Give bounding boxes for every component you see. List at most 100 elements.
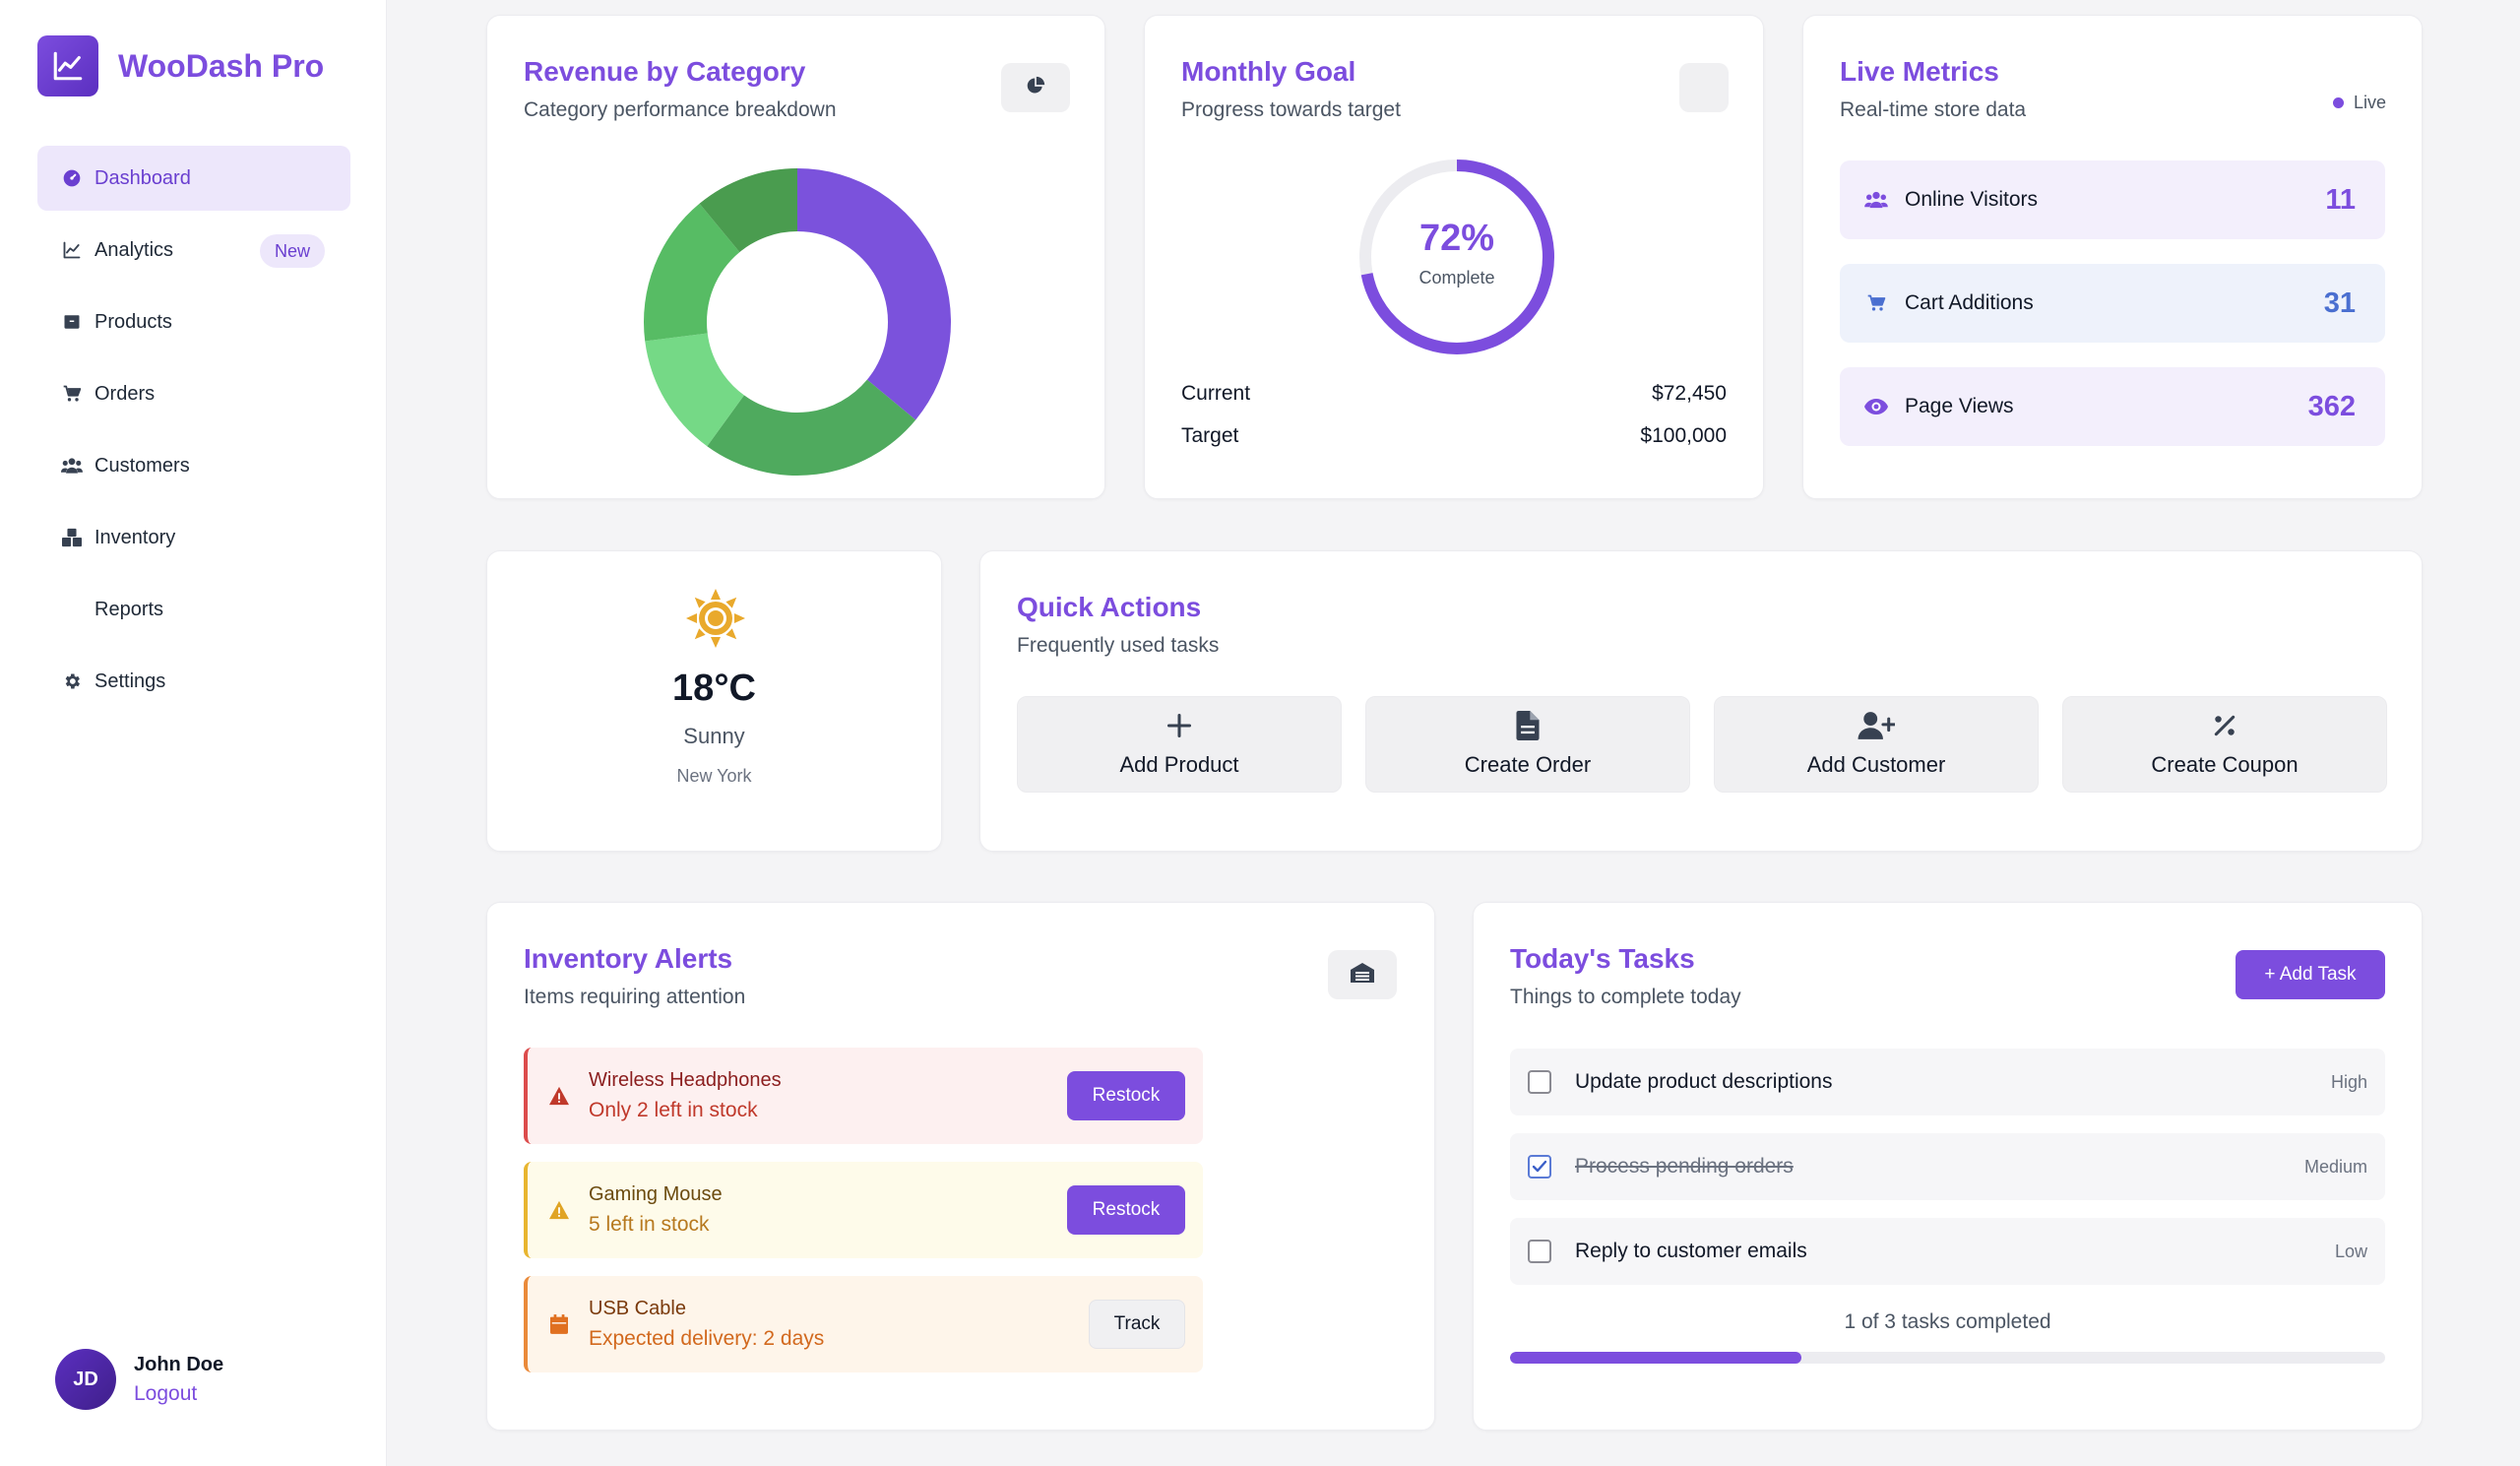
eye-icon [1863,398,1889,415]
donut-slice-1[interactable] [797,168,951,420]
create-coupon-button[interactable]: Create Coupon [2062,696,2387,793]
gauge-icon [61,167,83,189]
revenue-donut-chart [644,168,951,476]
inventory-options-button[interactable] [1328,950,1397,999]
restock-button[interactable]: Restock [1067,1071,1185,1120]
sidebar-item-analytics[interactable]: Analytics New [37,218,350,283]
new-badge: New [259,234,325,268]
chart-options-button[interactable] [1001,63,1070,112]
card-title: Quick Actions [1017,592,1202,622]
add-task-button[interactable]: + Add Task [2236,950,2385,999]
revenue-card: Revenue by Category Category performance… [486,15,1105,499]
warehouse-icon [1351,962,1374,988]
cart-icon [1863,293,1889,313]
gear-icon [61,670,83,692]
chart-line-icon [37,35,98,96]
sidebar: WooDash Pro Dashboard Analytics New Prod… [0,0,387,1466]
user-plus-icon [1715,709,2038,742]
alert-wireless-headphones: Wireless Headphones Only 2 left in stock… [524,1048,1203,1144]
card-subtitle: Progress towards target [1181,98,1401,121]
restock-button[interactable]: Restock [1067,1185,1185,1235]
add-product-button[interactable]: Add Product [1017,696,1342,793]
goal-current-value: $72,450 [1652,382,1727,405]
metric-cart-additions[interactable]: Cart Additions 31 [1840,264,2385,343]
task-priority: High [2330,1071,2367,1092]
goal-options-button[interactable] [1679,63,1729,112]
task-label: Process pending orders [1575,1155,1794,1178]
weather-location: New York [676,766,752,786]
donut-slice-3[interactable] [645,333,744,447]
sidebar-item-dashboard[interactable]: Dashboard [37,146,350,211]
sidebar-item-inventory[interactable]: Inventory [37,505,350,570]
task-checkbox[interactable] [1528,1240,1551,1263]
card-title: Inventory Alerts [524,943,733,974]
donut-slice-2[interactable] [707,379,916,476]
brand[interactable]: WooDash Pro [37,35,324,96]
track-button[interactable]: Track [1089,1300,1185,1349]
card-title: Monthly Goal [1181,56,1356,87]
logout-link[interactable]: Logout [134,1381,198,1405]
todays-tasks-card: Today's Tasks Things to complete today +… [1473,902,2423,1431]
tasks-summary: 1 of 3 tasks completed [1844,1310,2051,1333]
warning-icon [547,1198,571,1222]
tasks-progress-bar [1510,1352,2385,1364]
sidebar-item-settings[interactable]: Settings [37,649,350,714]
donut-slice-5[interactable] [699,168,797,253]
percent-icon [2063,709,2386,742]
card-subtitle: Frequently used tasks [1017,634,1220,657]
metric-page-views[interactable]: Page Views 362 [1840,367,2385,446]
task-item[interactable]: Process pending orders Medium [1510,1133,2385,1200]
sidebar-item-label: Dashboard [94,166,191,189]
metric-label: Online Visitors [1905,188,2039,211]
goal-target-row: Target $100,000 [1181,424,1727,448]
card-subtitle: Items requiring attention [524,986,746,1008]
create-order-button[interactable]: Create Order [1365,696,1690,793]
alert-item-name: USB Cable [589,1298,686,1319]
sidebar-item-reports[interactable]: Reports [37,577,350,642]
check-icon [1532,1160,1547,1173]
goal-percent: 72% [1418,218,1495,259]
task-item[interactable]: Reply to customer emails Low [1510,1218,2385,1285]
task-checkbox[interactable] [1528,1070,1551,1094]
task-item[interactable]: Update product descriptions High [1510,1049,2385,1115]
live-dot-icon [2332,97,2344,108]
metric-label: Page Views [1905,395,2014,417]
alert-item-name: Gaming Mouse [589,1183,723,1205]
alert-usb-cable: USB Cable Expected delivery: 2 days Trac… [524,1276,1203,1372]
metric-label: Cart Additions [1905,291,2034,314]
task-checkbox[interactable] [1528,1155,1551,1179]
card-subtitle: Things to complete today [1510,986,1741,1008]
metric-online-visitors[interactable]: Online Visitors 11 [1840,160,2385,239]
goal-current-label: Current [1181,382,1251,405]
goal-target-label: Target [1181,424,1239,447]
alert-gaming-mouse: Gaming Mouse 5 left in stock Restock [524,1162,1203,1258]
sidebar-item-products[interactable]: Products [37,289,350,354]
alert-item-desc: Expected delivery: 2 days [589,1327,825,1350]
sidebar-item-label: Settings [94,669,166,692]
user-profile: JD John Doe Logout [55,1349,223,1410]
task-priority: Low [2334,1241,2367,1261]
card-subtitle: Category performance breakdown [524,98,837,121]
card-title: Today's Tasks [1510,943,1695,974]
card-title: Live Metrics [1840,56,1999,87]
add-customer-button[interactable]: Add Customer [1714,696,2039,793]
sidebar-nav: Dashboard Analytics New Products Orders [37,146,350,721]
users-icon [61,455,83,477]
card-subtitle: Real-time store data [1840,98,2027,121]
sidebar-item-label: Customers [94,454,190,477]
goal-progress-ring: 72% Complete [1356,157,1557,357]
weather-condition: Sunny [683,724,745,748]
donut-slice-4[interactable] [644,203,740,342]
sidebar-item-orders[interactable]: Orders [37,361,350,426]
goal-complete-label: Complete [1418,268,1495,287]
plus-icon [1018,709,1341,742]
alert-item-desc: Only 2 left in stock [589,1099,758,1121]
user-name: John Doe [134,1353,224,1375]
goal-current-row: Current $72,450 [1181,382,1727,406]
metric-value: 11 [2325,183,2356,216]
brand-name: WooDash Pro [118,47,325,84]
avatar[interactable]: JD [55,1349,116,1410]
sidebar-item-customers[interactable]: Customers [37,433,350,498]
sidebar-item-label: Analytics [94,238,174,261]
tasks-progress-fill [1510,1352,1802,1364]
